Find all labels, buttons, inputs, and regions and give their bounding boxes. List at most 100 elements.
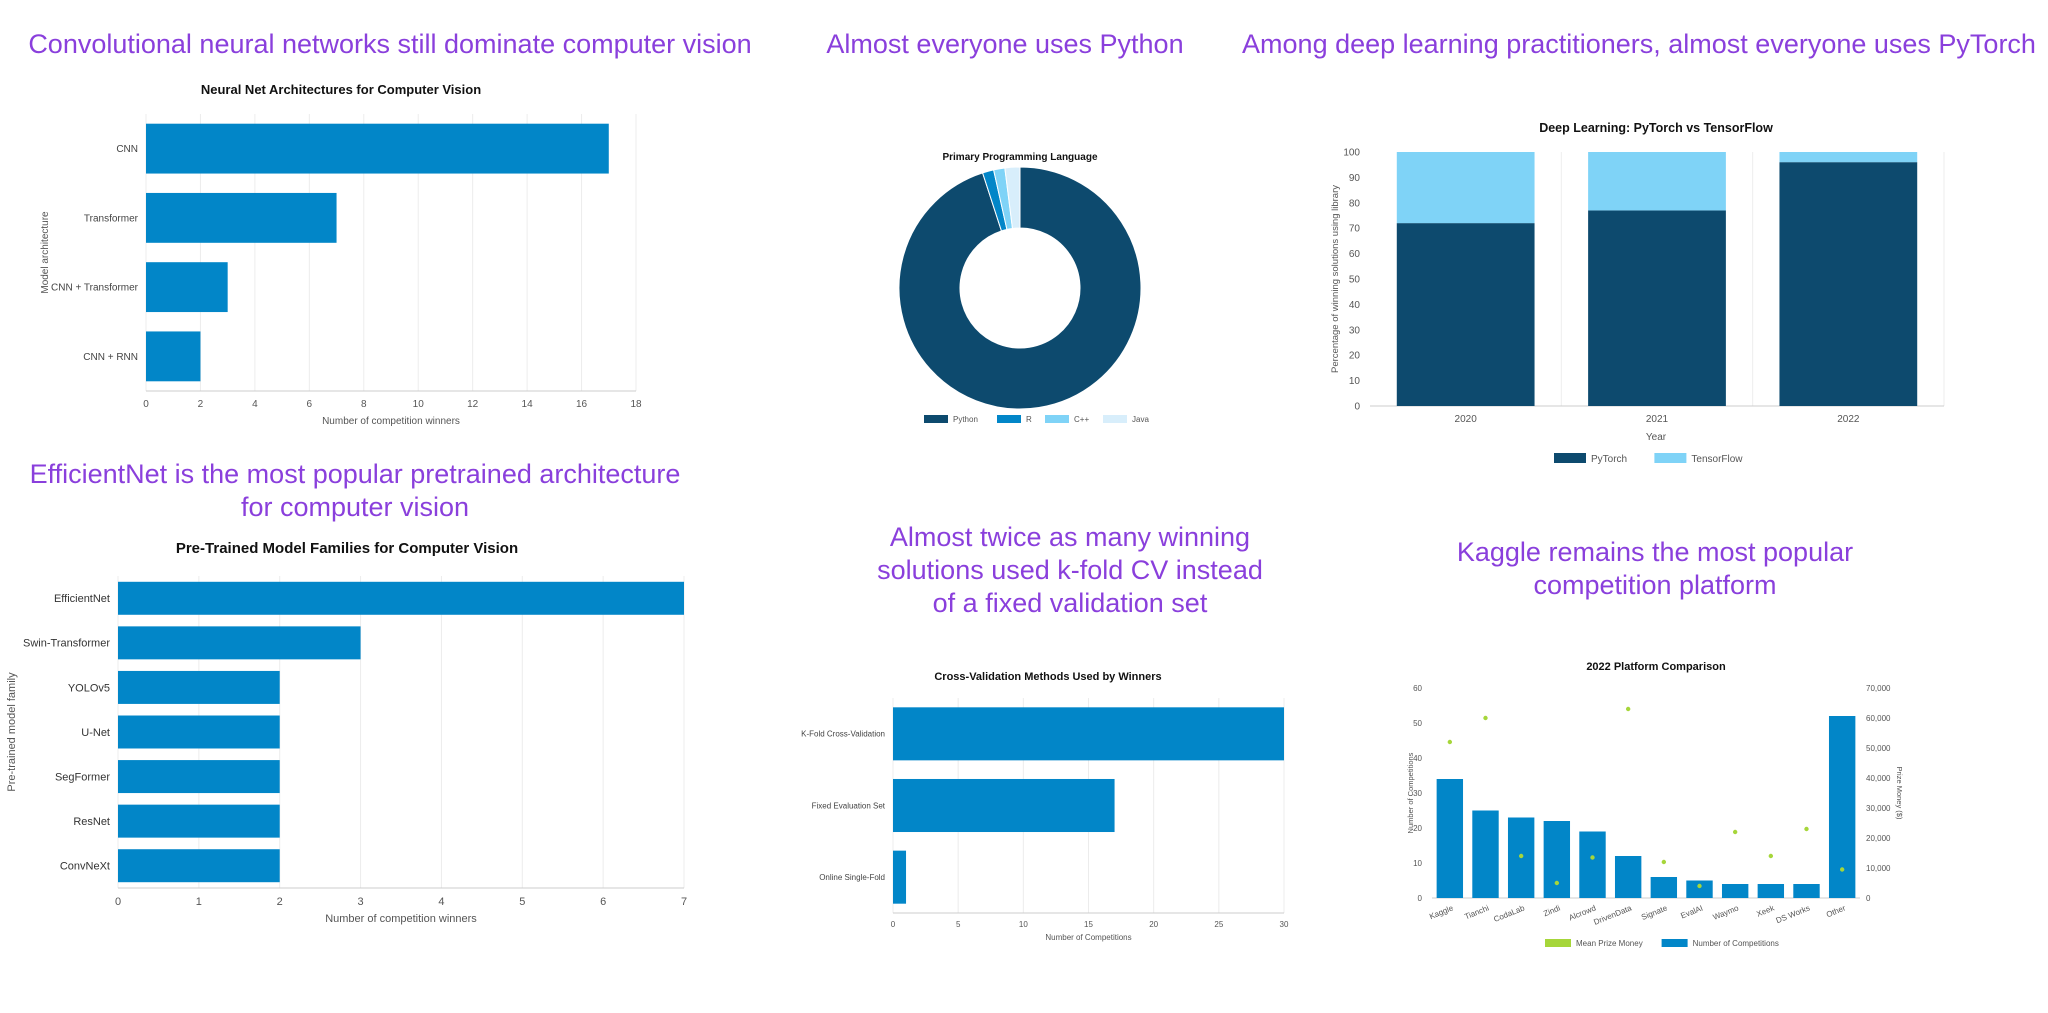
headline-kaggle: Kaggle remains the most popular competit…: [1420, 536, 1890, 602]
x-tick-label: 18: [630, 399, 642, 410]
y-tick-label: 100: [1343, 148, 1360, 159]
y-tick-label: 90: [1349, 173, 1361, 184]
y-tick-label: 30: [1349, 325, 1361, 336]
x-tick-label: 12: [467, 399, 479, 410]
x-tick-label: 6: [307, 399, 313, 410]
x-tick-label: DS Works: [1775, 904, 1812, 926]
bar-evalai: [1686, 880, 1713, 898]
y-tick-label: 30: [1413, 789, 1422, 798]
bar-yolov5: [118, 670, 280, 704]
headline-kaggle-line1: Kaggle remains the most popular: [1456, 537, 1854, 567]
y-axis-title: Pre-trained model family: [6, 672, 18, 792]
headline-efficientnet-line1: EfficientNet is the most popular pretrai…: [29, 459, 681, 489]
y-category-label: CNN + Transformer: [51, 283, 139, 294]
point-alcrowd: [1590, 855, 1595, 860]
x-axis-title: Number of competition winners: [322, 416, 460, 427]
y2-tick-label: 20,000: [1866, 834, 1891, 843]
x-tick-label: 1: [196, 896, 202, 908]
y-category-label: ResNet: [73, 816, 110, 828]
slice-python: [898, 166, 1142, 410]
bar-resnet: [118, 804, 280, 838]
bar-tianchi: [1472, 810, 1499, 898]
x-tick-label: 8: [361, 399, 367, 410]
y-category-label: SegFormer: [55, 771, 110, 783]
x-tick-label: Zindi: [1542, 903, 1562, 918]
point-evalai: [1697, 883, 1702, 889]
bar-efficientnet: [118, 581, 684, 615]
y-category-label: Online Single-Fold: [819, 873, 885, 882]
bar-pytorch-2020: [1396, 223, 1535, 406]
chart-title: Pre-Trained Model Families for Computer …: [176, 540, 518, 557]
y-tick-label: 80: [1349, 198, 1361, 209]
bar-alcrowd: [1579, 831, 1606, 898]
y-category-label: K-Fold Cross-Validation: [801, 730, 885, 739]
y-axis-title: Percentage of winning solutions using li…: [1330, 185, 1341, 373]
y2-tick-label: 30,000: [1866, 804, 1891, 813]
bar-signate: [1650, 877, 1678, 898]
point-other: [1839, 867, 1845, 872]
slice-java: [1004, 166, 1021, 230]
chart-title: Primary Programming Language: [942, 152, 1097, 163]
legend-swatch-number-of-competitions: [1661, 939, 1688, 947]
y-tick-label: 60: [1413, 684, 1422, 693]
x-tick-label: 6: [600, 896, 606, 908]
bar-u-net: [118, 715, 280, 749]
y-tick-label: 10: [1413, 859, 1422, 868]
x-axis-title: Year: [1646, 432, 1667, 443]
x-tick-label: Tianchi: [1463, 903, 1490, 921]
point-tianchi: [1483, 715, 1488, 721]
y2-tick-label: 70,000: [1866, 684, 1891, 693]
headline-cnn: Convolutional neural networks still domi…: [28, 29, 752, 59]
headline-kfold-line1: Almost twice as many winning: [889, 522, 1251, 552]
y-category-label: YOLOv5: [68, 682, 110, 694]
x-tick-label: 25: [1214, 920, 1223, 929]
legend-label: Python: [953, 415, 978, 424]
x-tick-label: 4: [438, 896, 444, 908]
bar-tensorflow-2021: [1588, 152, 1726, 211]
point-waymo: [1732, 829, 1738, 835]
y-tick-label: 50: [1413, 719, 1422, 728]
y-tick-label: 10: [1349, 376, 1361, 387]
y2-tick-label: 40,000: [1866, 774, 1891, 783]
y-category-label: Transformer: [84, 213, 139, 224]
bar-tensorflow-2020: [1396, 152, 1535, 224]
bar-tensorflow-2022: [1779, 152, 1918, 163]
y-tick-label: 50: [1349, 275, 1361, 286]
bar-drivendata: [1614, 856, 1642, 898]
y-category-label: ConvNeXt: [60, 861, 110, 873]
bar-transformer: [146, 192, 337, 243]
legend-label: Java: [1132, 415, 1149, 424]
x-tick-label: 2021: [1646, 414, 1669, 425]
bar-k-fold-cross-validation: [893, 707, 1284, 761]
bar-fixed-evaluation-set: [893, 778, 1115, 833]
x-tick-label: Other: [1825, 903, 1847, 919]
chart-title: Neural Net Architectures for Computer Vi…: [201, 82, 481, 97]
y2-tick-label: 50,000: [1866, 744, 1891, 753]
x-tick-label: Xeek: [1755, 903, 1776, 919]
x-axis-title: Number of Competitions: [1045, 933, 1131, 942]
y2-tick-label: 10,000: [1866, 864, 1891, 873]
x-tick-label: 14: [522, 399, 534, 410]
y-axis-title: Model architecture: [40, 211, 51, 294]
x-tick-label: 5: [956, 920, 961, 929]
y-tick-label: 0: [1354, 402, 1360, 413]
point-drivendata: [1625, 706, 1631, 712]
legend-swatch-pytorch: [1554, 453, 1586, 463]
y-tick-label: 40: [1413, 754, 1422, 763]
bar-cnn-rnn: [146, 331, 201, 382]
legend-label: Number of Competitions: [1693, 939, 1779, 948]
y-axis-title: Number of Competitions: [1406, 752, 1415, 833]
x-tick-label: Waymo: [1712, 903, 1741, 922]
x-tick-label: 2022: [1837, 414, 1860, 425]
point-xeek: [1768, 853, 1774, 859]
x-tick-label: 0: [115, 896, 121, 908]
x-tick-label: 15: [1084, 920, 1093, 929]
bar-cnn-transformer: [146, 262, 228, 313]
point-ds-works: [1804, 826, 1809, 832]
x-tick-label: Kaggle: [1428, 903, 1455, 921]
y2-axis-title: Prize Money ($): [1895, 767, 1904, 820]
x-tick-label: 3: [358, 896, 364, 908]
y-category-label: U-Net: [81, 727, 110, 739]
